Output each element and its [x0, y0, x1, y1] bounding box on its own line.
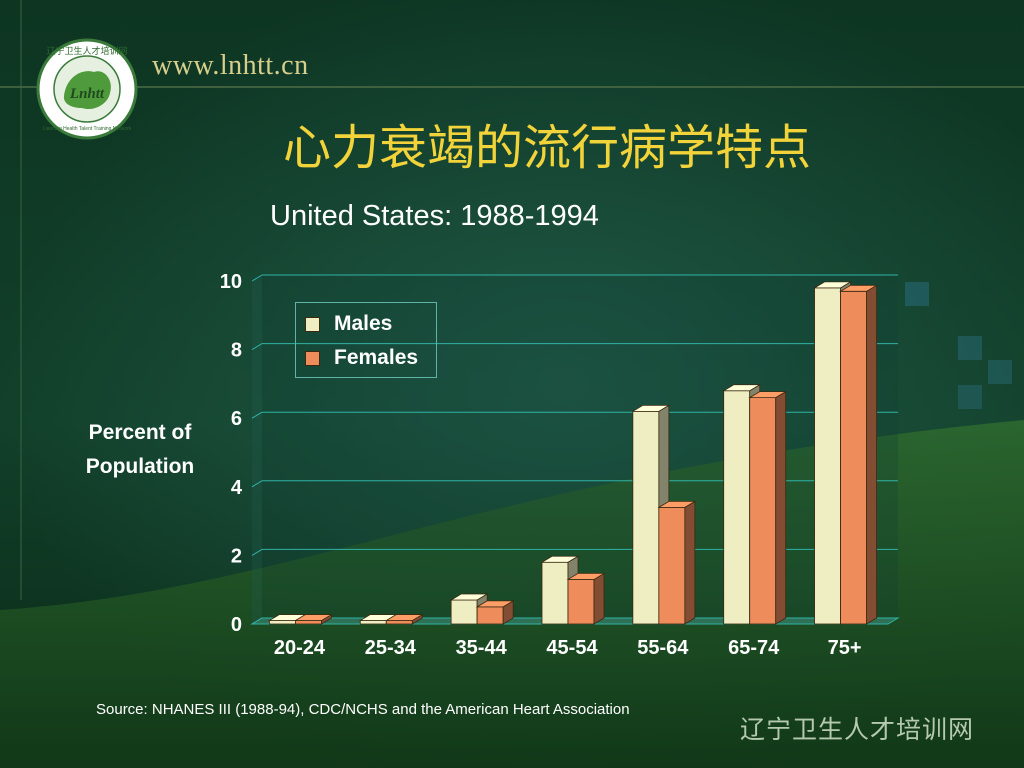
- bar: [658, 506, 686, 625]
- bar-top: [540, 555, 580, 563]
- chart-side-wall: [252, 275, 262, 624]
- legend-swatch-males: [305, 316, 320, 332]
- y-axis-label-line-1: Percent of: [88, 421, 192, 444]
- gridline-depth: [251, 343, 263, 351]
- bar-top: [475, 600, 515, 608]
- site-url[interactable]: www.lnhtt.cn: [152, 50, 309, 81]
- y-axis-label: Percent of Population: [70, 416, 210, 484]
- bar: [814, 287, 841, 625]
- legend-swatch-females: [305, 350, 320, 366]
- x-tick-label: 35-44: [456, 637, 508, 659]
- bar-top: [813, 281, 853, 289]
- y-tick-label: 4: [231, 477, 243, 499]
- legend-item-males: Males: [305, 311, 392, 337]
- bar-top: [748, 391, 788, 399]
- bar: [295, 620, 322, 625]
- x-tick-label: 75+: [828, 637, 862, 659]
- bar: [476, 606, 504, 625]
- x-tick-label: 65-74: [728, 637, 780, 659]
- bar-side: [866, 284, 877, 625]
- bar-side: [593, 572, 605, 625]
- bar: [269, 620, 296, 625]
- gridline-depth: [251, 548, 263, 556]
- site-logo: Lnhtt 辽宁卫生人才培训网 Liaoning Health Talent T…: [36, 38, 138, 140]
- gridline-depth: [251, 480, 263, 488]
- legend-item-females: Females: [305, 345, 418, 371]
- bar-top: [631, 404, 671, 412]
- y-tick-label: 6: [231, 408, 242, 430]
- bar-side: [684, 500, 696, 625]
- y-tick-label: 0: [231, 614, 242, 636]
- bar: [749, 397, 777, 625]
- x-tick-label: 25-34: [365, 637, 417, 659]
- bar: [450, 599, 478, 625]
- bar: [359, 620, 387, 625]
- bar: [632, 410, 660, 625]
- chart-legend: Males Females: [295, 302, 437, 378]
- bar: [567, 579, 595, 625]
- bar-top: [657, 500, 697, 508]
- svg-text:Lnhtt: Lnhtt: [69, 86, 105, 102]
- bar: [723, 390, 751, 625]
- footer-brand: 辽宁卫生人才培训网: [740, 715, 975, 744]
- bar-top: [293, 614, 333, 621]
- x-tick-label: 55-64: [637, 637, 689, 659]
- bar-top: [566, 573, 606, 580]
- chart-subtitle: United States: 1988-1994: [270, 200, 599, 232]
- y-tick-label: 2: [231, 545, 242, 567]
- legend-label-males: Males: [334, 312, 393, 335]
- bar-top: [722, 384, 762, 392]
- x-tick-label: 20-24: [274, 637, 326, 659]
- svg-text:辽宁卫生人才培训网: 辽宁卫生人才培训网: [46, 45, 127, 57]
- y-tick-label: 10: [220, 271, 242, 293]
- x-tick-label: 45-54: [546, 637, 598, 659]
- bar-side: [775, 390, 787, 625]
- source-note: Source: NHANES III (1988-94), CDC/NCHS a…: [96, 701, 630, 718]
- legend-label-females: Females: [334, 346, 419, 369]
- svg-text:Liaoning Health Talent Trainin: Liaoning Health Talent Training Network: [43, 126, 132, 132]
- gridline-depth: [251, 411, 263, 419]
- gridline-depth: [251, 274, 263, 282]
- bar-top: [839, 284, 879, 292]
- bar: [840, 290, 867, 625]
- bar-top: [449, 593, 489, 601]
- bar: [385, 620, 413, 625]
- bar: [541, 561, 569, 625]
- y-tick-label: 8: [231, 340, 242, 362]
- y-axis-label-line-2: Population: [85, 455, 195, 478]
- bar-top: [384, 614, 424, 621]
- slide-title: 心力衰竭的流行病学特点: [282, 120, 811, 176]
